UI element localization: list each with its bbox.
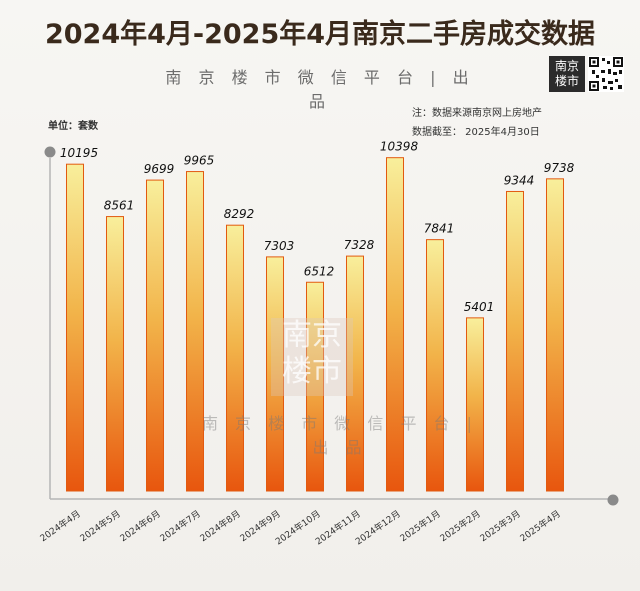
data-label-2: 8561 [104, 199, 135, 213]
bar-13 [546, 178, 564, 492]
data-label-11: 5401 [464, 300, 495, 314]
data-label-12: 9344 [504, 173, 535, 187]
x-tick-label-2: 2024年5月 [78, 508, 123, 545]
bar-9 [386, 157, 404, 492]
nanjing-loushi-logo: 南京 楼市 [549, 56, 585, 92]
bar-2 [106, 216, 124, 492]
logo-line-2: 楼市 [554, 74, 579, 88]
bar-12 [506, 190, 524, 492]
x-axis-end-dot [607, 494, 619, 506]
bar-10 [426, 239, 444, 492]
data-label-9: 10398 [380, 140, 419, 154]
x-tick-label-11: 2025年2月 [438, 508, 483, 545]
unit-label: 单位：套数 [48, 121, 98, 132]
bar-8 [346, 255, 364, 492]
data-label-1: 10195 [60, 146, 98, 160]
watermark-line-2: 楼市 [282, 354, 342, 389]
bar-7 [306, 281, 324, 492]
bar-6 [266, 256, 284, 492]
watermark-line-1: 南京 [282, 318, 342, 353]
data-label-10: 7841 [424, 222, 455, 236]
x-tick-label-13: 2025年4月 [518, 508, 563, 545]
platform-credit: 南 京 楼 市 微 信 平 台 | 出 品 [165, 68, 475, 111]
bar-1 [66, 163, 84, 492]
bar-4 [186, 171, 204, 492]
qr-code-icon [588, 56, 624, 92]
x-tick-label-3: 2024年6月 [118, 508, 163, 545]
bar-3 [146, 179, 164, 492]
chart-title: 2024年4月-2025年4月南京二手房成交数据 [44, 19, 596, 50]
x-tick-label-12: 2025年3月 [478, 508, 523, 545]
x-tick-label-5: 2024年8月 [198, 508, 243, 545]
x-tick-label-4: 2024年7月 [158, 508, 203, 545]
data-label-13: 9738 [544, 161, 575, 175]
watermark-logo: 南京 楼市 [271, 318, 353, 396]
data-cutoff-note: 数据截至： 2025年4月30日 [412, 127, 540, 138]
data-label-4: 9965 [184, 154, 215, 168]
y-axis-end-dot [44, 146, 56, 158]
data-label-6: 7303 [264, 239, 295, 253]
data-label-5: 8292 [224, 207, 255, 221]
logo-line-1: 南京 [554, 59, 579, 73]
center-watermark: 南 京 楼 市 微 信 平 台 | 出 品 [201, 414, 479, 457]
bar-11 [466, 317, 484, 492]
data-source-note: 注：数据来源南京网上房地产 [412, 108, 542, 119]
data-label-8: 7328 [344, 238, 375, 252]
x-tick-label-1: 2024年4月 [38, 508, 83, 545]
x-tick-label-9: 2024年12月 [353, 508, 403, 548]
x-tick-label-10: 2025年1月 [398, 508, 443, 545]
bar-5 [226, 224, 244, 492]
data-label-7: 6512 [304, 264, 335, 278]
data-label-3: 9699 [144, 162, 175, 176]
